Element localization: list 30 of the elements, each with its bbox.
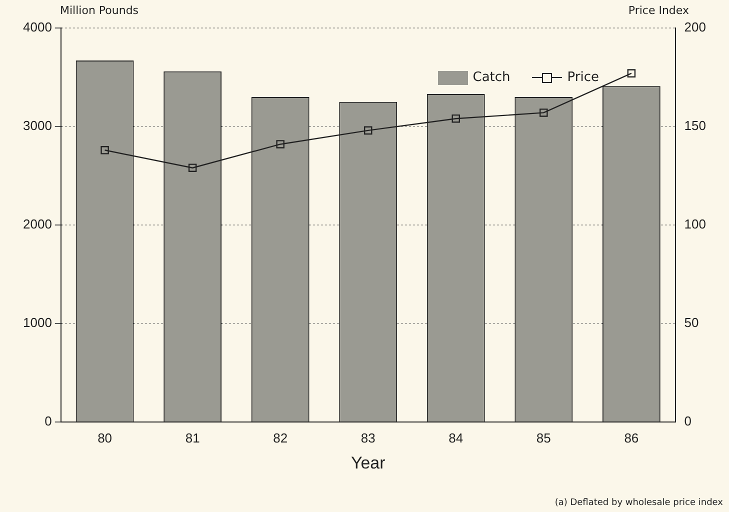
point: [100, 146, 109, 154]
x-tick-label: 81: [185, 430, 200, 446]
y-tick-label: 3000: [23, 118, 52, 134]
x-tick-label: 86: [624, 430, 639, 446]
point: [540, 108, 548, 117]
y-tick-label: 0: [44, 414, 52, 429]
y2-axis-title: Price Index: [628, 4, 689, 17]
point: [188, 164, 197, 172]
y-tick-label: 1000: [23, 315, 52, 330]
x-tick-label: 83: [360, 430, 376, 446]
y-tick-label: 4000: [23, 20, 52, 35]
x-axis-title: Year: [350, 453, 386, 472]
point: [452, 114, 460, 123]
point: [627, 69, 636, 78]
x-tick-label: 80: [98, 430, 112, 446]
x-tick-label: 84: [448, 430, 464, 446]
y2-tick-label: 0: [684, 414, 692, 429]
y-tick-label: 2000: [23, 216, 52, 232]
y-axis-title: Million Pounds: [60, 4, 139, 17]
y2-tick-label: 150: [684, 118, 706, 134]
x-tick-label: 82: [273, 430, 288, 446]
y2-tick-label: 100: [684, 216, 706, 232]
y2-tick-label: 50: [684, 315, 699, 330]
legend-label: Price: [567, 70, 599, 85]
text: (a) Deflated by wholesale price index: [554, 498, 723, 508]
y2-tick-label: 200: [684, 20, 706, 35]
point: [276, 140, 284, 148]
legend-label: Catch: [472, 70, 510, 85]
point: [364, 126, 372, 135]
x-tick-label: 85: [536, 430, 551, 446]
